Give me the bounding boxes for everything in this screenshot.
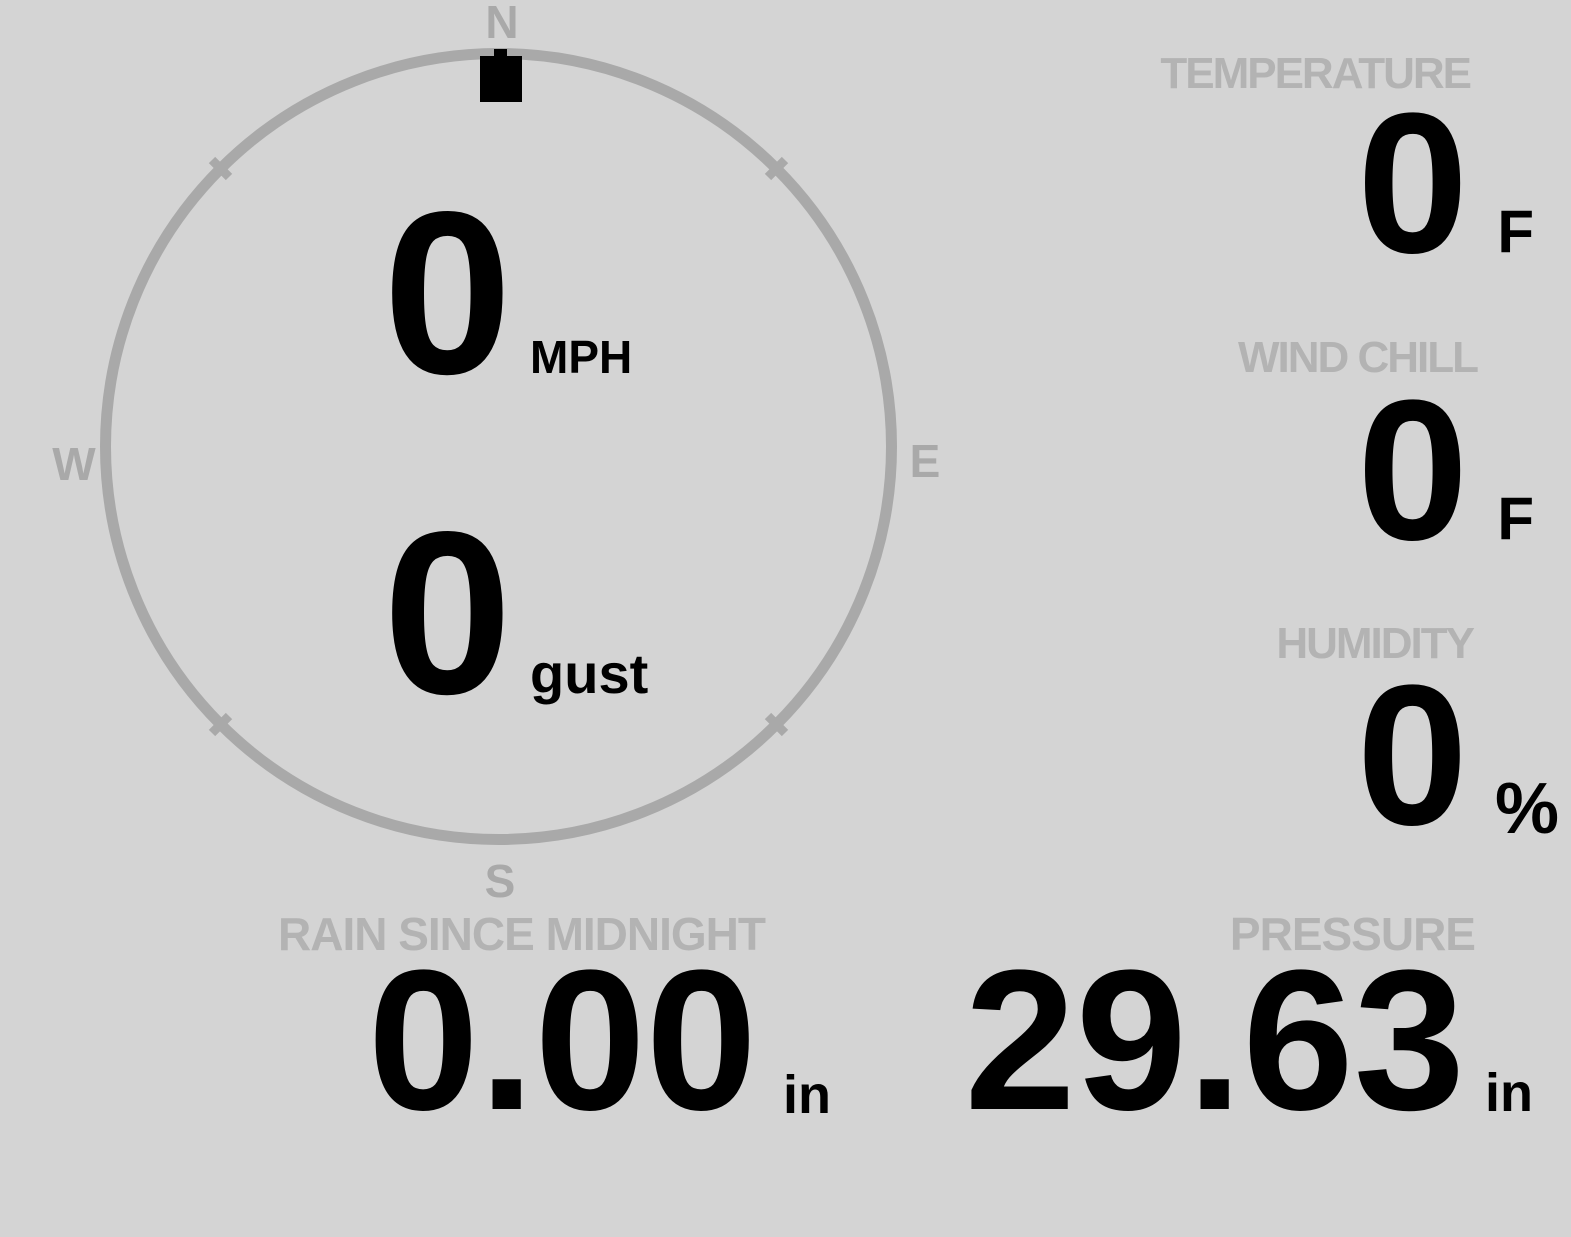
wind-chill-value: 0 [1357,359,1469,582]
wind-gust-readout: 0 gust [383,498,648,730]
wind-chill-label: WIND CHILL [1237,333,1479,382]
compass-label-east: E [909,435,941,487]
humidity-value: 0 [1356,644,1468,867]
wind-chill-readout: 0 F [1357,371,1534,571]
temperature-value: 0 [1357,72,1469,295]
wind-compass-gauge [100,48,897,845]
rain-since-midnight-readout: 0.00 in [368,941,831,1141]
rain-since-midnight-value: 0.00 [367,929,757,1152]
wind-chill-unit: F [1497,485,1534,552]
compass-label-south: S [484,855,516,907]
wind-gust-value: 0 [383,484,513,743]
pressure-value: 29.63 [964,929,1466,1152]
wind-speed-value: 0 [383,164,513,423]
wind-speed-readout: 0 MPH [383,178,632,410]
compass-intercardinal-ticks [208,156,789,737]
wind-gust-unit: gust [530,642,649,705]
compass-label-north: N [485,0,519,48]
temperature-readout: 0 F [1357,84,1534,284]
wind-direction-marker [480,49,522,102]
compass-label-west: W [52,438,96,490]
humidity-unit: % [1494,769,1559,849]
wind-speed-unit: MPH [530,331,633,383]
pressure-unit: in [1485,1063,1533,1123]
rain-since-midnight-unit: in [783,1065,831,1125]
temperature-unit: F [1497,198,1534,265]
pressure-label: PRESSURE [1229,908,1476,960]
humidity-label: HUMIDITY [1276,619,1475,668]
rain-since-midnight-label: RAIN SINCE MIDNIGHT [278,908,766,960]
temperature-label: TEMPERATURE [1160,49,1472,98]
pressure-readout: 29.63 in [965,941,1534,1141]
humidity-readout: 0 % [1357,656,1559,856]
